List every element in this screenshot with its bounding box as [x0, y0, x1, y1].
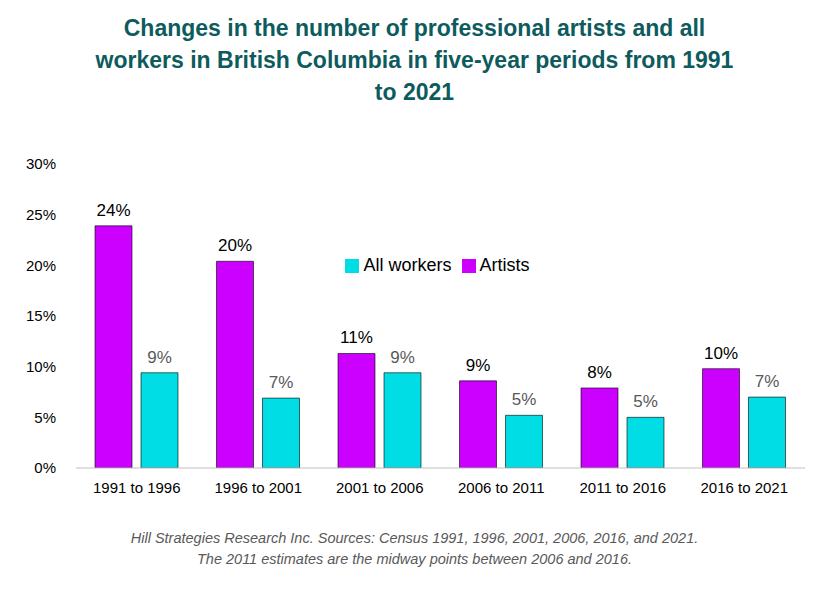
svg-text:0%: 0%	[34, 459, 56, 476]
html-text:Changes in the number of profe: Changes in the number of professional ar…	[95, 15, 734, 105]
svg-text:15%: 15%	[26, 307, 56, 324]
svg-text:20%: 20%	[218, 236, 252, 255]
html-text:Artists: Artists	[479, 255, 530, 275]
svg-text:30%: 30%	[26, 155, 56, 172]
svg-text:1996 to 2001: 1996 to 2001	[214, 479, 302, 496]
svg-text:5%: 5%	[34, 409, 56, 426]
svg-text:2016 to 2021: 2016 to 2021	[700, 479, 788, 496]
svg-text:24%: 24%	[96, 201, 130, 220]
svg-text:2001 to 2006: 2001 to 2006	[336, 479, 424, 496]
svg-text:9%: 9%	[147, 348, 172, 367]
svg-text:2006 to 2011: 2006 to 2011	[458, 479, 544, 496]
svg-text:7%: 7%	[755, 372, 780, 391]
svg-text:5%: 5%	[633, 392, 658, 411]
svg-text:9%: 9%	[466, 356, 491, 375]
svg-text:20%: 20%	[26, 257, 56, 274]
svg-text:5%: 5%	[512, 390, 537, 409]
svg-text:8%: 8%	[587, 363, 612, 382]
svg-text:11%: 11%	[340, 328, 373, 347]
svg-text:10%: 10%	[704, 344, 738, 363]
svg-text:25%: 25%	[26, 206, 56, 223]
svg-text:2011 to 2016: 2011 to 2016	[580, 479, 666, 496]
svg-text:10%: 10%	[26, 358, 56, 375]
html-text:All workers: All workers	[363, 255, 452, 275]
svg-text:9%: 9%	[390, 348, 415, 367]
svg-text:7%: 7%	[269, 373, 294, 392]
svg-text:1991 to 1996: 1991 to 1996	[93, 479, 181, 496]
html-text:The 2011 estimates are the mid: The 2011 estimates are the midway points…	[197, 551, 632, 567]
html-text:Hill Strategies Research Inc.: Hill Strategies Research Inc. Sources: C…	[130, 530, 699, 546]
